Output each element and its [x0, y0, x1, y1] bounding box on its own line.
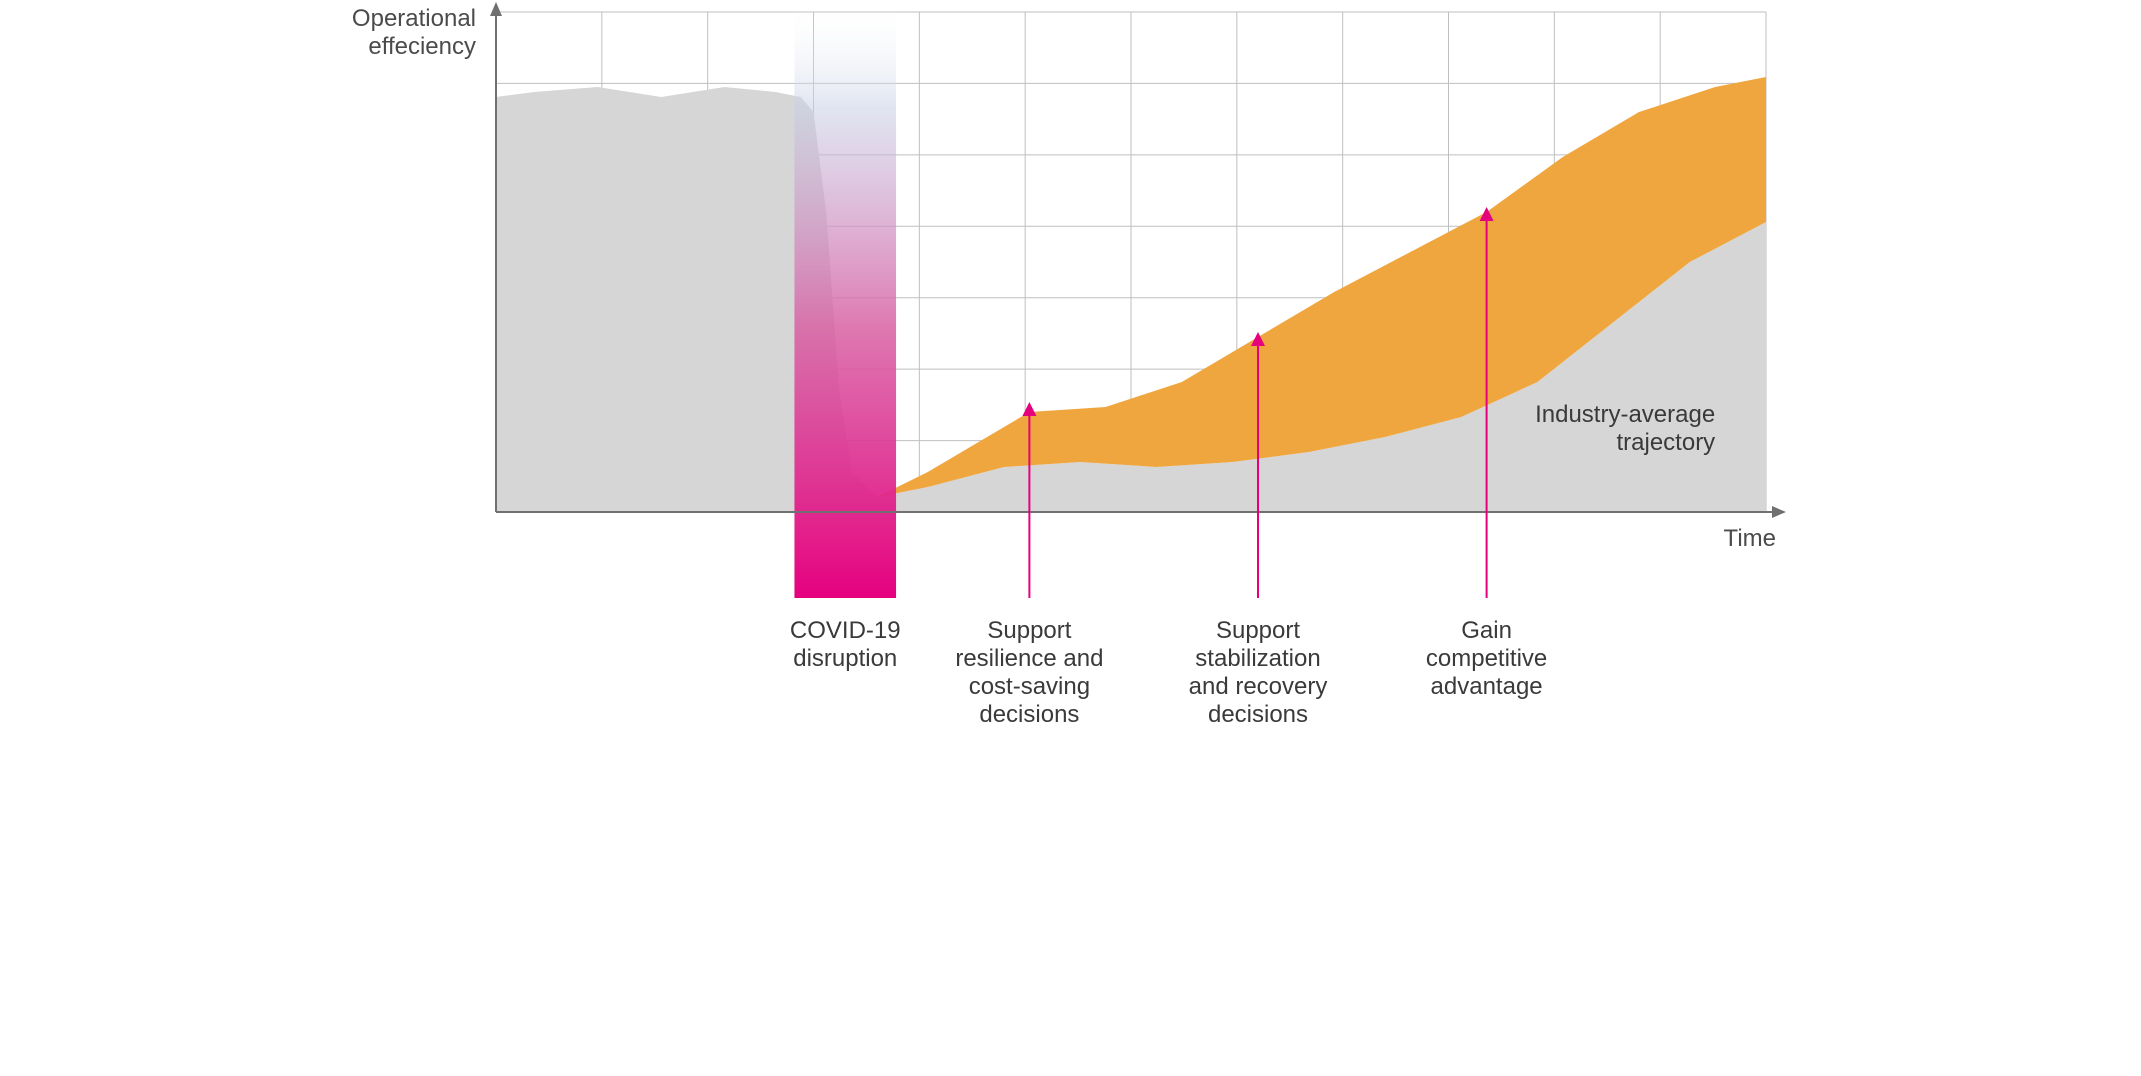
callout-stabilization-line-0: Support [1215, 617, 1299, 644]
disruption-band [794, 0, 896, 598]
callout-competitive-line-0: Gain [1461, 617, 1512, 644]
callout-resilience-line-1: resilience and [955, 645, 1103, 672]
callout-label-covid: COVID-19disruption [789, 617, 900, 672]
y-axis-label-1: Operational [351, 5, 475, 32]
callout-stabilization-line-2: and recovery [1188, 673, 1327, 700]
y-axis-label-2: effeciency [368, 33, 476, 60]
callout-competitive-line-2: advantage [1430, 673, 1542, 700]
x-axis-label: Time [1723, 525, 1775, 552]
inside-label-1: Industry-average [1535, 401, 1715, 428]
chart-svg: Operationaleffeciency Time Industry-averag… [336, 0, 1806, 740]
callout-covid-line-0: COVID-19 [789, 617, 900, 644]
callout-covid-line-1: disruption [793, 645, 897, 672]
callout-resilience-line-0: Support [987, 617, 1071, 644]
chart-container: Operationaleffeciency Time Industry-averag… [336, 0, 1806, 740]
callout-resilience-line-2: cost-saving [968, 673, 1089, 700]
inside-label-2: trajectory [1616, 429, 1715, 456]
callout-resilience-line-3: decisions [979, 701, 1079, 728]
callout-stabilization-line-3: decisions [1207, 701, 1307, 728]
callout-competitive-line-1: competitive [1425, 645, 1546, 672]
callout-stabilization-line-1: stabilization [1195, 645, 1320, 672]
